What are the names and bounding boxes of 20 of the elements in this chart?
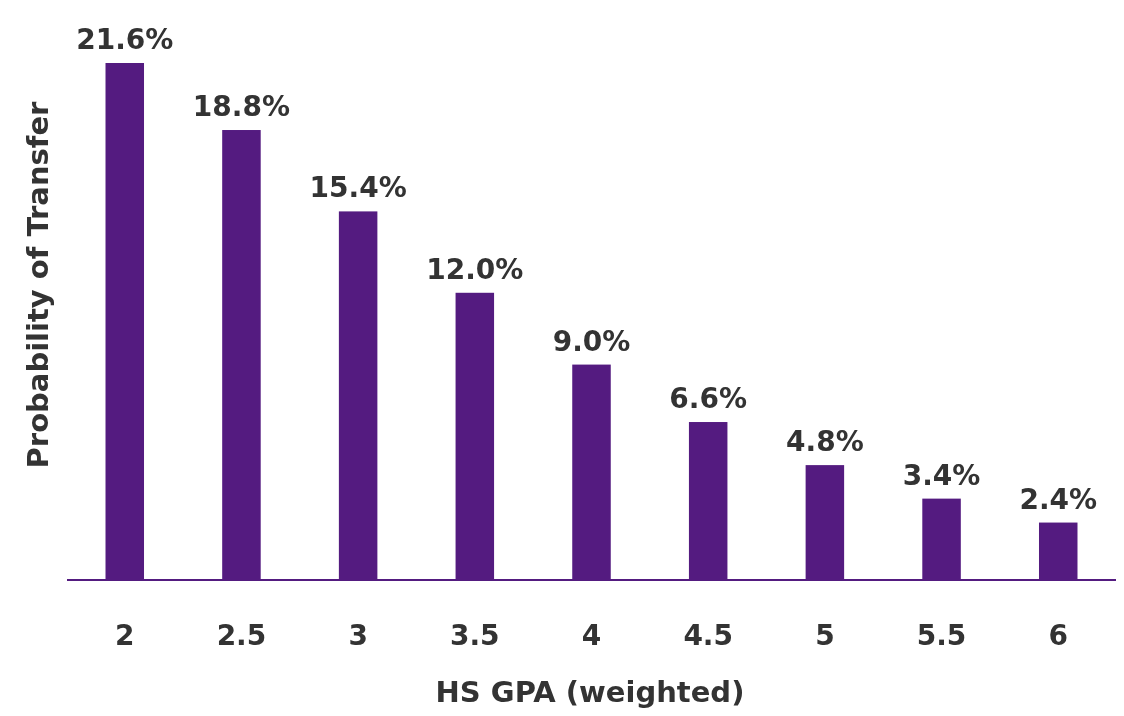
data-label: 21.6% xyxy=(76,23,174,56)
y-axis-title: Probability of Transfer xyxy=(21,100,55,469)
data-label: 12.0% xyxy=(426,252,524,286)
x-tick-label: 6 xyxy=(1048,619,1068,652)
x-tick-label: 2.5 xyxy=(216,619,267,652)
data-label: 4.8% xyxy=(786,425,864,459)
x-tick-label: 5 xyxy=(815,619,835,652)
data-label: 18.8% xyxy=(192,90,291,124)
x-tick-label: 5.5 xyxy=(916,619,967,652)
x-tick-label: 4 xyxy=(581,619,602,652)
data-label: 15.4% xyxy=(309,171,407,205)
x-axis-title: HS GPA (weighted) xyxy=(435,675,745,709)
x-tick-label: 2 xyxy=(115,619,135,652)
data-label: 3.4% xyxy=(902,458,981,492)
data-label: 2.4% xyxy=(1019,482,1098,516)
x-tick-label: 4.5 xyxy=(683,619,733,652)
data-label: 9.0% xyxy=(552,324,631,358)
data-label: 6.6% xyxy=(669,382,748,416)
x-tick-label: 3.5 xyxy=(450,619,500,652)
x-tick-label: 3 xyxy=(348,619,368,652)
